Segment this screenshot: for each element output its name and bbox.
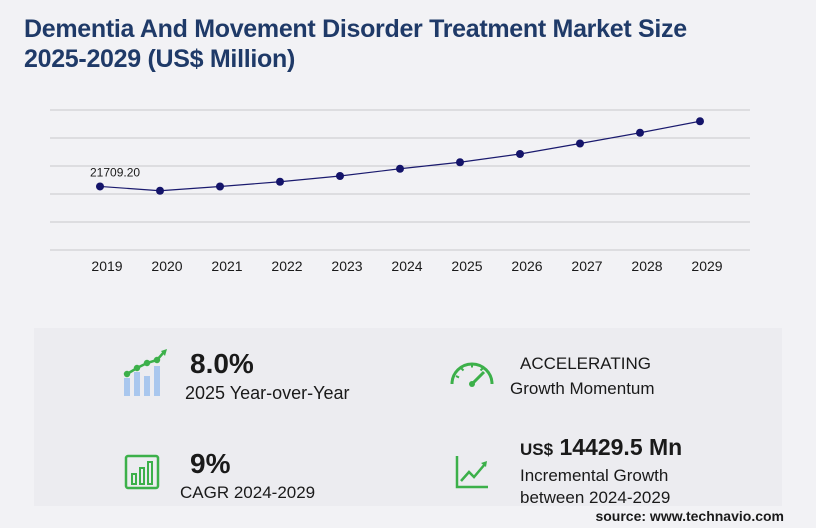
incremental-amount: 14429.5 Mn [559, 434, 683, 460]
market-line-chart: 21709.20 2019 2020 2021 2022 2023 2024 2025 202… [0, 90, 816, 295]
x-tick-2020: 2020 [151, 258, 182, 274]
data-point-2023 [336, 172, 344, 180]
data-point-2027 [576, 139, 584, 148]
data-point-2021 [216, 182, 224, 191]
data-point-2026 [516, 150, 524, 158]
speedometer-icon [450, 362, 494, 387]
data-point-2022 [276, 177, 284, 186]
data-point-2024 [396, 164, 404, 173]
data-point-2025 [456, 158, 464, 167]
bar-chart-icon [124, 454, 160, 490]
title-line-2: 2025-2029 (US$ Million) [24, 45, 295, 73]
kpi-panel: 8.0% 2025 Year-over-Year ACCELERATING Gr… [34, 328, 782, 507]
bar-trend-icon [123, 349, 167, 396]
chart-title: Dementia And Movement Disorder Treatment… [24, 14, 784, 74]
series-line [99, 120, 701, 192]
momentum-label: Growth Momentum [510, 379, 655, 398]
series-markers [96, 117, 704, 195]
data-point-2020 [156, 186, 164, 195]
cagr-label: CAGR 2024-2029 [180, 483, 316, 502]
chart-svg: 21709.20 2019 2020 2021 2022 2023 2024 2025 202… [50, 109, 750, 274]
x-tick-2022: 2022 [271, 258, 302, 274]
x-tick-2024: 2024 [391, 258, 422, 274]
yoy-value: 8.0% [190, 348, 254, 379]
x-axis-ticks: 2019 2020 2021 2022 2023 2024 2025 2026 2027 2028… [91, 258, 722, 274]
incremental-prefix: US$ [520, 440, 554, 459]
x-tick-2029: 2029 [691, 258, 722, 274]
yoy-label: 2025 Year-over-Year [185, 383, 350, 403]
x-tick-2019: 2019 [91, 258, 122, 274]
data-labels: 21709.20 [90, 165, 140, 179]
incremental-value: US$ 14429.5 Mn [520, 434, 682, 461]
x-tick-2027: 2027 [571, 258, 602, 274]
series-line-layer [99, 120, 701, 192]
source-credit: source: www.technavio.com [595, 508, 784, 524]
grid-lines [50, 109, 750, 251]
x-tick-2026: 2026 [511, 258, 542, 274]
x-tick-2025: 2025 [451, 258, 482, 274]
cagr-value: 9% [190, 448, 231, 479]
data-point-2028 [636, 128, 644, 137]
x-tick-2028: 2028 [631, 258, 662, 274]
data-point-2029 [696, 117, 704, 126]
line-growth-icon [455, 456, 488, 489]
data-point-2019 [96, 182, 104, 191]
x-tick-2023: 2023 [331, 258, 362, 274]
incremental-label-1: Incremental Growth [520, 466, 669, 485]
momentum-value: ACCELERATING [520, 354, 651, 373]
incremental-label-2: between 2024-2029 [520, 488, 671, 507]
title-line-1: Dementia And Movement Disorder Treatment… [24, 15, 687, 43]
data-label-2019: 21709.20 [90, 165, 140, 179]
x-tick-2021: 2021 [211, 258, 242, 274]
